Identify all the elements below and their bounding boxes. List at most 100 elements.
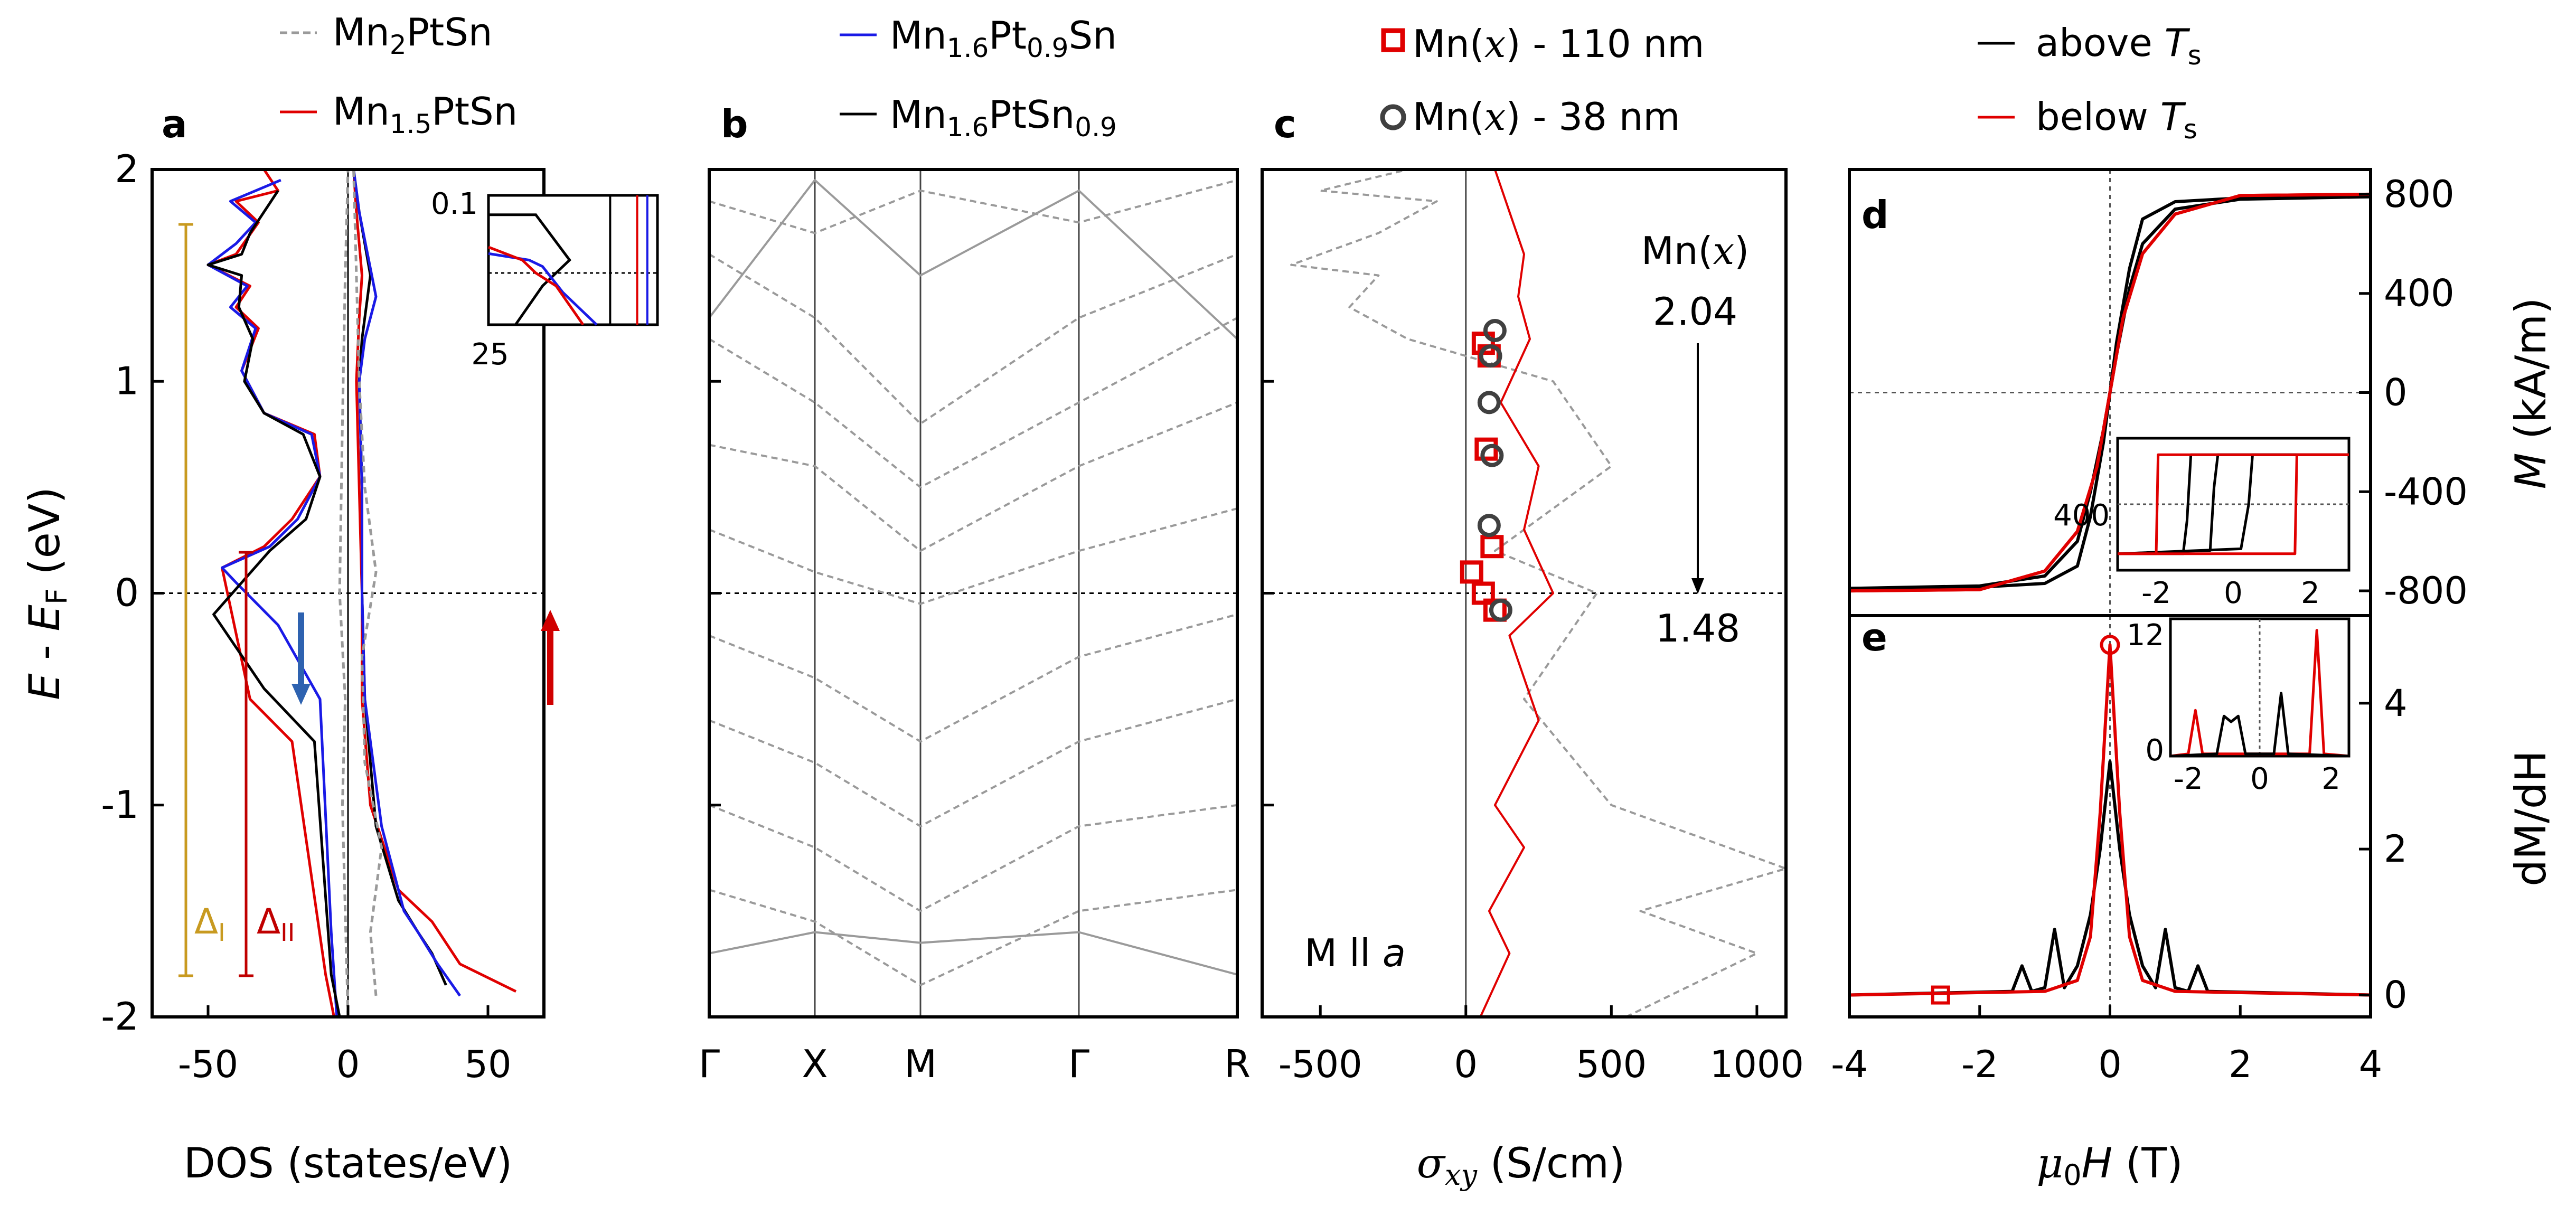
spin-down-arrow-icon <box>292 612 311 705</box>
panel-d-ytick-label-2: 0 <box>2384 371 2408 414</box>
panel-e-series-1 <box>1849 643 2371 997</box>
legend-c-marker-circle <box>1380 104 1406 130</box>
panel-b-series-10 <box>708 179 1238 340</box>
panel-e-ylabel: dM/dH <box>2506 750 2555 887</box>
panel-c-point-38nm-1 <box>1479 344 1502 368</box>
panel-c-series-1 <box>1479 169 1555 1017</box>
panel-a-inset-red <box>488 246 585 326</box>
panel-c-xtick-label-3: 1000 <box>1710 1043 1804 1086</box>
panel-a-inset-plot <box>488 195 657 326</box>
legend-a-label-2: Mn1.5PtSn <box>333 89 518 139</box>
mn-x-top-value: 2.04 <box>1653 289 1737 334</box>
legend-b-label-2: Mn1.6PtSn0.9 <box>890 92 1117 143</box>
panel-e-inset-ytick-0: 0 <box>2145 733 2164 768</box>
mn-x-bottom-value: 1.48 <box>1656 606 1740 650</box>
panel-a-ytick-label-1: -1 <box>101 782 139 827</box>
panel-b-series-7 <box>709 804 1238 912</box>
panel-d-inset-series-4 <box>2118 453 2349 555</box>
panel-e-inset-xtick-2: 2 <box>2321 762 2340 796</box>
panel-c-point-110nm-3 <box>1480 535 1504 559</box>
panel-d-inset-ytick: 400 <box>2053 498 2110 533</box>
panel-c-axes: -500 0 500 1000 <box>1262 168 1804 1086</box>
legend-c-label-1: Mn(x) - 110 nm <box>1413 22 1704 66</box>
panel-a-label: a <box>162 102 187 146</box>
m-parallel-a-label: M ll a <box>1304 931 1406 975</box>
panel-e-xtick-label-1: -2 <box>1961 1043 1998 1086</box>
panel-d-ytick-label-3: 400 <box>2384 272 2455 315</box>
panel-d-label: d <box>1862 193 1889 237</box>
panel-a-series-0 <box>338 169 350 1017</box>
delta-II-label: ΔII <box>257 901 295 947</box>
panel-a-axes: -50 0 50 -2 -1 0 1 2 <box>101 147 511 1086</box>
panel-c-xtick-label-0: -500 <box>1278 1043 1362 1086</box>
panel-c-xtick-label-1: 0 <box>1454 1043 1478 1086</box>
panel-a-ytick-label-3: 1 <box>115 359 139 403</box>
panel-b-xtick-label-2: M <box>904 1042 937 1086</box>
panel-b-series-0 <box>709 179 1238 234</box>
panel-a-ytick-label-2: 0 <box>115 571 139 615</box>
legend-a: Mn2PtSn Mn1.5PtSn <box>280 10 518 139</box>
panel-d-ytick-label-1: -400 <box>2384 470 2468 513</box>
panel-e-ytick-label-2: 4 <box>2384 682 2408 725</box>
panel-a-xlabel: DOS (states/eV) <box>184 1140 512 1187</box>
panel-b-series-4 <box>709 507 1238 605</box>
panel-c-point-38nm-5 <box>1489 598 1512 622</box>
panel-d-inset-xtick-0: -2 <box>2141 576 2171 610</box>
panel-c-point-38nm-2 <box>1477 391 1501 414</box>
panel-c-xtick-label-2: 500 <box>1576 1043 1647 1086</box>
panel-c-point-38nm-4 <box>1477 514 1501 538</box>
panel-c-point-38nm-0 <box>1483 318 1507 342</box>
panel-e-xtick-label-2: 0 <box>2098 1043 2122 1086</box>
panel-c-xlabel: σxy (S/cm) <box>1417 1140 1625 1192</box>
mn-x-label: Mn(x) <box>1641 229 1750 273</box>
panel-a-series-6 <box>352 169 462 997</box>
panel-d: d -800 -400 0 400 800 M (kA/m) -2 0 2 400 <box>1848 168 2555 617</box>
panel-b-xtick-label-4: R <box>1224 1042 1251 1086</box>
panel-e-xlabel: μ0H (T) <box>2036 1140 2183 1192</box>
panel-b-series-9 <box>709 931 1238 976</box>
panel-a-inset-black <box>488 213 571 326</box>
panel-d-inset-xtick-2: 2 <box>2301 576 2320 610</box>
panel-d-plot <box>1849 169 2371 616</box>
panel-d-axes: -800 -400 0 400 800 <box>2359 173 2468 612</box>
panel-a-series-3 <box>206 190 341 1017</box>
panel-e-label: e <box>1862 615 1887 659</box>
panel-e-xtick-label-4: 4 <box>2359 1043 2383 1086</box>
panel-a-series-5 <box>352 169 447 986</box>
panel-e-inset-xtick-0: -2 <box>2174 762 2203 796</box>
panel-b-series-3 <box>709 401 1238 552</box>
delta-I-label: ΔI <box>194 901 225 947</box>
panel-c-point-110nm-4 <box>1460 560 1483 584</box>
legend-d-label-1: above Ts <box>2036 21 2202 71</box>
legend-a-label-1: Mn2PtSn <box>333 10 493 60</box>
panel-b: b Γ X M Γ R <box>699 102 1251 1086</box>
panel-c-point-110nm-5 <box>1471 581 1495 605</box>
panel-a-ytick-label-0: -2 <box>101 994 139 1039</box>
panel-e-inset-xtick-1: 0 <box>2250 762 2269 796</box>
panel-d-ytick-label-0: -800 <box>2384 569 2468 612</box>
panel-e-xtick-label-0: -4 <box>1831 1043 1868 1086</box>
panel-a: a -50 0 50 -2 -1 0 1 2 DOS (states/eV) E - EF (… <box>20 102 659 1187</box>
panel-d-series-3 <box>1849 192 2371 593</box>
panel-c-plot <box>1262 168 1787 1018</box>
panel-a-inset-ytick: 0.1 <box>431 187 478 221</box>
panel-e-inset-plot: -2 0 2 <box>2170 619 2349 796</box>
panel-b-series-6 <box>709 698 1238 827</box>
legend-d-label-2: below Ts <box>2036 95 2197 145</box>
panel-d-inset-plot: -2 0 2 <box>2117 453 2349 610</box>
panel-a-series-7 <box>352 169 383 996</box>
panel-a-xtick-label-0: -50 <box>178 1043 238 1086</box>
legend-c-marker-square <box>1381 28 1405 52</box>
panel-d-inset-xtick-1: 0 <box>2224 576 2243 610</box>
panel-e-plot <box>1849 616 2371 1017</box>
panel-a-inset-xtick: 25 <box>471 337 509 372</box>
panel-c-series-0 <box>1290 168 1787 1018</box>
panel-b-xtick-label-0: Γ <box>699 1042 720 1086</box>
panel-b-xtick-label-1: X <box>802 1042 828 1086</box>
panel-b-label: b <box>721 102 748 146</box>
panel-b-plot <box>708 169 1238 1017</box>
panel-a-xtick-label-1: 0 <box>336 1043 360 1086</box>
